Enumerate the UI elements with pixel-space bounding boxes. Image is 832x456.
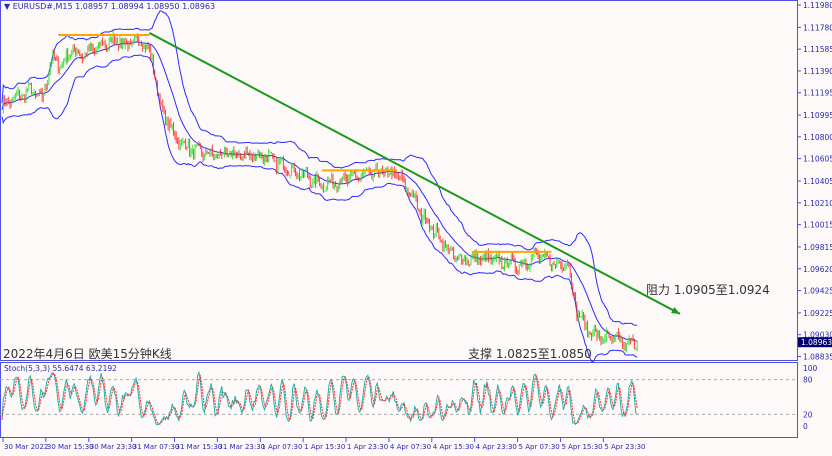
resistance-annotation: 阻力 1.0905至1.0924 [646,283,770,297]
header-open: 1.08957 [75,2,109,11]
x-tick-label: 1 Apr 07:30 [261,443,302,451]
y-tick-label: 1.11780 [803,23,832,32]
bollinger-upper-band [1,10,638,326]
x-tick-label: 1 Apr 15:30 [304,443,345,451]
stochastic-signal-line [1,372,638,425]
header-high: 1.08994 [110,2,144,11]
y-tick-label: 1.11195 [803,89,832,98]
x-tick-label: 4 Apr 07:30 [390,443,431,451]
y-tick-label: 1.11980 [803,1,832,10]
trendline [148,32,681,315]
trendline-arrow-icon [671,306,681,314]
header-dropdown-icon[interactable]: ▼ [4,2,11,11]
header-low: 1.08950 [146,2,180,11]
date-title-annotation: 2022年4月6日 欧美15分钟K线 [3,347,172,361]
stochastic-pane [0,362,798,438]
stochastic-y-tick-label: 0 [803,422,808,431]
header-close: 1.08963 [182,2,216,11]
y-tick-label: 1.09815 [803,243,832,252]
current-price-box [798,337,832,348]
y-tick-label: 1.10605 [803,155,832,164]
stochastic-y-tick-label: 80 [803,376,813,385]
y-tick-label: 1.11390 [803,67,832,76]
y-tick-label: 1.10210 [803,199,832,208]
stochastic-y-tick-label: 100 [803,364,818,373]
y-tick-label: 1.10015 [803,221,832,230]
current-price-label: 1.08963 [801,338,832,347]
y-tick-label: 1.10800 [803,133,832,142]
y-tick-label: 1.08835 [803,353,832,362]
stochastic-main-line [1,370,638,426]
y-tick-label: 1.09225 [803,309,832,318]
y-tick-label: 1.11585 [803,45,832,54]
x-tick-label: 5 Apr 23:30 [604,443,645,451]
y-tick-label: 1.09620 [803,265,832,274]
x-tick-label: 1 Apr 23:30 [347,443,388,451]
x-tick-label: 30 Mar 23:30 [90,443,137,451]
support-annotation: 支撑 1.0825至1.0850 [468,347,592,361]
chart-header: ▼ EURUSD#,M15 1.08957 1.08994 1.08950 1.… [4,2,215,11]
y-tick-label: 1.09425 [803,287,832,296]
x-tick-label: 5 Apr 15:30 [561,443,602,451]
x-tick-label: 31 Mar 15:30 [176,443,223,451]
header-symbol: EURUSD#,M15 [12,2,73,11]
x-tick-label: 30 Mar 2022 [4,443,48,451]
x-tick-label: 5 Apr 07:30 [519,443,560,451]
x-tick-label: 31 Mar 23:30 [218,443,265,451]
stochastic-y-tick-label: 20 [803,410,813,419]
y-tick-label: 1.10405 [803,177,832,186]
x-tick-label: 31 Mar 07:30 [133,443,180,451]
x-tick-label: 30 Mar 15:30 [47,443,94,451]
stochastic-label: Stoch(5,3,3) 55.6474 63.2192 [4,364,117,373]
x-tick-label: 4 Apr 23:30 [476,443,517,451]
y-tick-label: 1.10995 [803,111,832,120]
y-tick-label: 1.09030 [803,331,832,340]
bollinger-lower-band [1,54,638,363]
x-tick-label: 4 Apr 15:30 [433,443,474,451]
